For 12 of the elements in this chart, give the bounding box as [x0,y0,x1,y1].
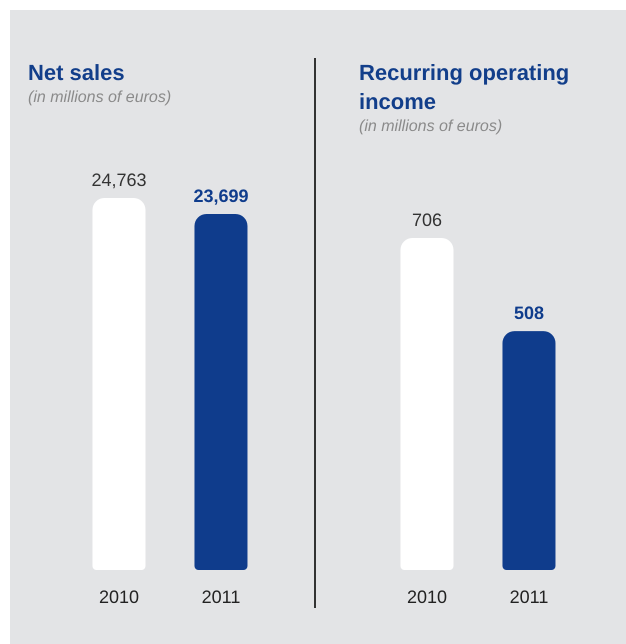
data-label: 24,763 [91,170,147,190]
x-tick-label: 2010 [406,586,448,607]
chart-subtitle: (in millions of euros) [28,89,172,107]
data-label: 23,699 [193,186,249,206]
chart-subtitle: (in millions of euros) [359,118,504,136]
x-tick-label: 2011 [202,586,240,607]
x-tick-label: 2010 [98,586,140,607]
chart-title: Recurring operating income [359,59,570,116]
x-tick-label: 2011 [510,586,548,607]
data-label: 508 [514,303,544,324]
chart-title: Net sales [28,59,126,87]
data-label: 706 [412,210,442,230]
